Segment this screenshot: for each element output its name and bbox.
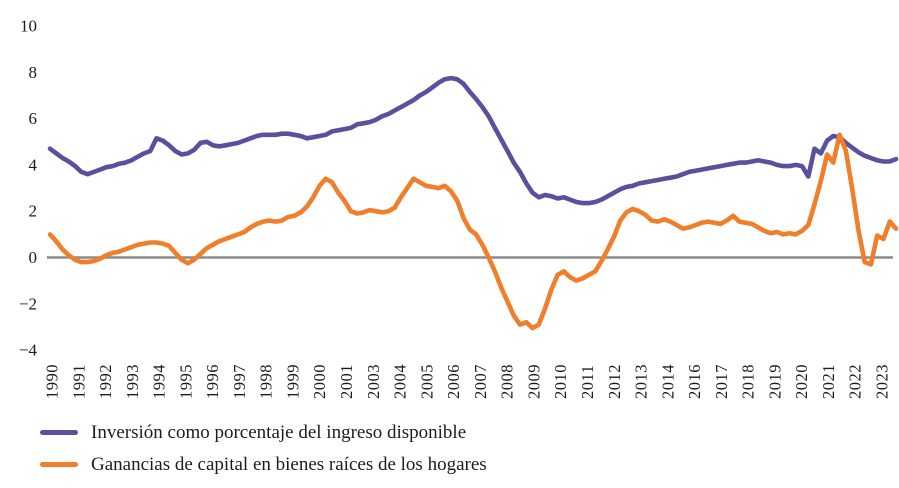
x-tick-label: 1990 — [43, 364, 62, 399]
series-line-inversion — [47, 75, 899, 206]
legend-item-inversion: Inversión como porcentaje del ingreso di… — [40, 420, 487, 444]
x-tick-label: 2023 — [873, 364, 892, 399]
x-tick-label: 2016 — [685, 364, 704, 399]
y-tick-label: 0 — [29, 248, 38, 267]
x-tick-label: 2019 — [765, 364, 784, 399]
x-tick-label: 2017 — [712, 364, 731, 399]
x-tick-label: 2004 — [391, 364, 410, 399]
x-tick-label: 1996 — [203, 364, 222, 399]
series-lines — [47, 75, 899, 331]
x-tick-label: 2007 — [471, 364, 490, 399]
y-tick-label: −4 — [19, 341, 38, 360]
x-tick-label: 2012 — [605, 364, 624, 399]
legend-swatch-ganancias-icon — [40, 461, 78, 467]
y-tick-label: 8 — [29, 63, 38, 82]
x-tick-label: 2011 — [578, 365, 597, 399]
x-tick-label: 2018 — [739, 364, 758, 399]
y-tick-label: 2 — [29, 202, 38, 221]
x-tick-label: 2010 — [551, 364, 570, 399]
x-tick-label: 1992 — [96, 364, 115, 399]
y-tick-label: 4 — [29, 155, 38, 174]
legend-swatch-inversion-icon — [40, 429, 78, 435]
x-tick-label: 2000 — [310, 364, 329, 399]
x-tick-label: 1999 — [284, 364, 303, 399]
x-tick-label: 2014 — [658, 364, 677, 399]
x-tick-label: 2008 — [498, 364, 517, 399]
x-tick-label: 2005 — [417, 364, 436, 399]
x-tick-label: 1991 — [69, 364, 88, 399]
x-tick-label: 1993 — [123, 364, 142, 399]
y-axis-labels: 10 8 6 4 2 0 −2 −4 — [19, 17, 38, 360]
x-tick-label: 2006 — [444, 364, 463, 399]
y-tick-label: −2 — [19, 294, 37, 313]
legend: Inversión como porcentaje del ingreso di… — [40, 420, 487, 476]
legend-label-inversion: Inversión como porcentaje del ingreso di… — [91, 421, 467, 443]
x-tick-label: 2022 — [846, 364, 865, 399]
y-tick-label: 6 — [29, 109, 38, 128]
legend-label-ganancias: Ganancias de capital en bienes raíces de… — [91, 453, 487, 475]
x-axis-labels: 1990 1991 1992 1993 1994 1995 1996 1997 1998 1999… — [43, 364, 892, 399]
x-tick-label: 1994 — [150, 364, 169, 399]
x-tick-label: 2009 — [524, 364, 543, 399]
x-tick-label: 2001 — [337, 364, 356, 399]
legend-item-ganancias: Ganancias de capital en bienes raíces de… — [40, 452, 487, 476]
x-tick-label: 2003 — [364, 364, 383, 399]
line-chart: 10 8 6 4 2 0 −2 −4 1990 1991 1992 1993 1994 1995 1996… — [19, 17, 899, 399]
series-line-ganancias — [47, 132, 899, 331]
x-tick-label: 1995 — [176, 364, 195, 399]
x-tick-label: 1997 — [230, 364, 249, 399]
x-tick-label: 2021 — [819, 364, 838, 399]
x-tick-label: 1998 — [257, 364, 276, 399]
x-tick-label: 2013 — [632, 364, 651, 399]
y-tick-label: 10 — [20, 17, 37, 36]
x-tick-label: 2020 — [792, 364, 811, 399]
